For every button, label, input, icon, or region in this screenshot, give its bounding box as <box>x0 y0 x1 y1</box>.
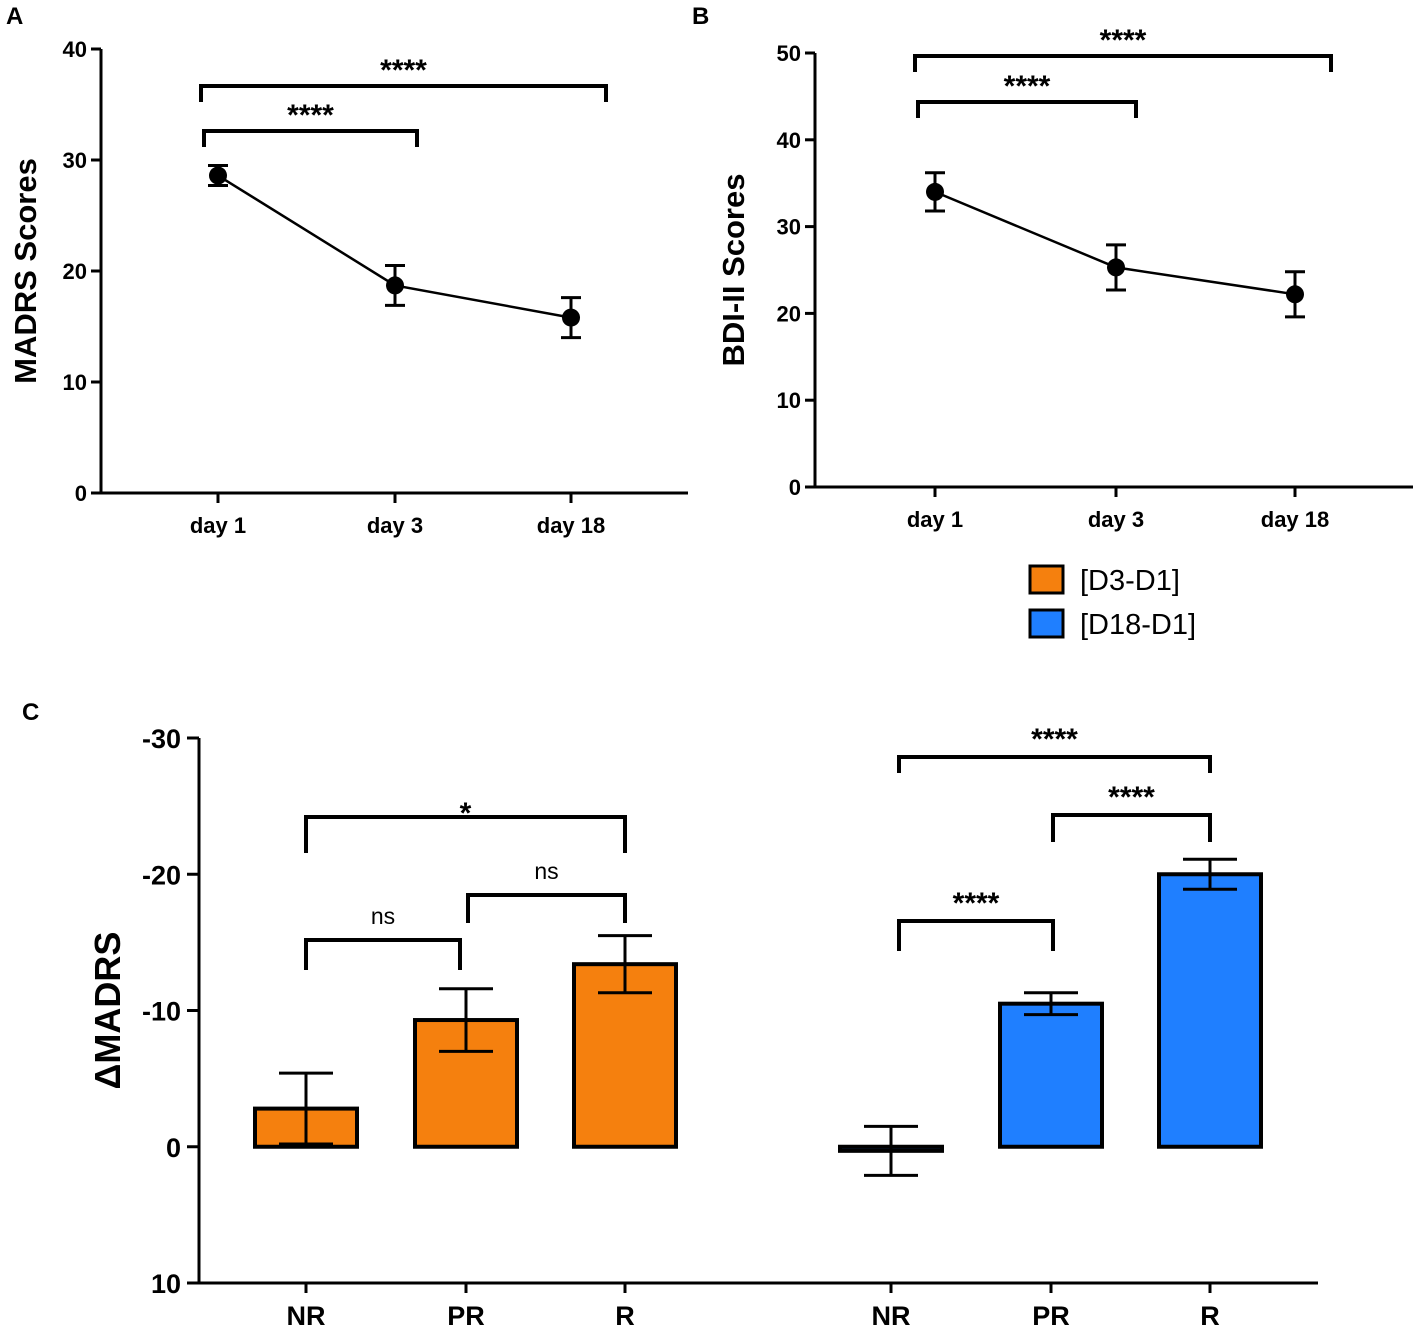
x-tick-label: R <box>1200 1301 1220 1331</box>
significance-label: **** <box>287 99 334 132</box>
y-tick-label: -10 <box>142 997 181 1027</box>
panel-a-line-chart: A 0 10 20 30 40 day 1 day 3 day 18 MADRS Scores **… <box>6 3 688 538</box>
x-tick-label: day 18 <box>537 513 606 538</box>
significance-label: ns <box>534 858 558 884</box>
y-tick-label: -20 <box>142 860 181 890</box>
x-tick-label: day 3 <box>1088 507 1144 532</box>
significance-label: **** <box>953 887 1000 920</box>
y-tick-label: 20 <box>63 259 87 284</box>
y-tick-label: 50 <box>777 41 801 66</box>
data-point <box>562 308 580 327</box>
significance-label: **** <box>1031 723 1078 756</box>
y-tick-label: 0 <box>789 475 801 500</box>
data-point <box>386 276 404 295</box>
y-tick-label: 0 <box>166 1133 181 1163</box>
legend-swatch <box>1028 564 1065 595</box>
significance-label: **** <box>1004 70 1051 103</box>
y-axis-title: ΔMADRS <box>87 932 128 1090</box>
y-tick-label: 10 <box>63 370 87 395</box>
y-tick-label: -30 <box>142 724 181 754</box>
x-tick-label: day 1 <box>907 507 963 532</box>
panel-letter: B <box>692 3 709 30</box>
x-tick-label: NR <box>872 1301 911 1331</box>
y-tick-label: 30 <box>777 215 801 240</box>
y-tick-label: 30 <box>63 148 87 173</box>
significance-bracket <box>202 129 419 147</box>
y-tick-label: 40 <box>777 128 801 153</box>
y-tick-label: 10 <box>777 388 801 413</box>
y-axis-title: BDI-II Scores <box>716 174 751 367</box>
bar <box>998 1001 1104 1149</box>
legend-swatch <box>1028 608 1065 639</box>
x-tick-label: day 3 <box>367 513 423 538</box>
significance-bracket <box>304 815 627 853</box>
significance-bracket <box>1051 813 1212 842</box>
significance-label: **** <box>1108 781 1155 814</box>
bar <box>1157 872 1263 1149</box>
legend-label: [D3-D1] <box>1080 565 1180 597</box>
legend-label: [D18-D1] <box>1080 609 1196 641</box>
significance-label: **** <box>380 54 427 87</box>
panel-letter: C <box>22 699 39 726</box>
y-tick-label: 10 <box>151 1269 181 1299</box>
significance-bracket <box>897 755 1212 773</box>
y-tick-label: 40 <box>63 37 87 62</box>
x-tick-label: day 18 <box>1261 507 1330 532</box>
significance-bracket <box>304 938 462 970</box>
data-point <box>1286 285 1304 304</box>
significance-bracket <box>897 919 1055 951</box>
x-tick-label: PR <box>447 1301 485 1331</box>
significance-label: **** <box>1100 24 1147 57</box>
x-tick-label: NR <box>287 1301 326 1331</box>
x-tick-label: PR <box>1032 1301 1070 1331</box>
significance-label: * <box>460 797 472 830</box>
significance-label: ns <box>371 903 395 929</box>
significance-bracket <box>913 54 1333 72</box>
significance-bracket <box>916 100 1138 118</box>
panel-letter: A <box>6 3 23 30</box>
x-tick-label: day 1 <box>190 513 246 538</box>
significance-bracket <box>199 84 608 102</box>
y-tick-label: 20 <box>777 301 801 326</box>
x-tick-label: R <box>615 1301 635 1331</box>
data-point <box>926 182 944 201</box>
y-tick-label: 0 <box>75 481 87 506</box>
y-axis-title: MADRS Scores <box>8 158 43 384</box>
panel-c-bar-chart: C -30 -20 -10 0 10 ΔMADRS NR PR Rns ns * NR PR R **** **… <box>22 699 1318 1331</box>
panel-c-legend: [D3-D1] [D18-D1] <box>1028 564 1196 641</box>
panel-b-line-chart: B 0 10 20 30 40 50 day 1 day 3 day 18 BDI-II Score… <box>692 3 1413 532</box>
data-point <box>1107 258 1125 277</box>
data-point <box>209 166 227 185</box>
significance-bracket <box>466 893 627 923</box>
bar <box>572 962 678 1149</box>
